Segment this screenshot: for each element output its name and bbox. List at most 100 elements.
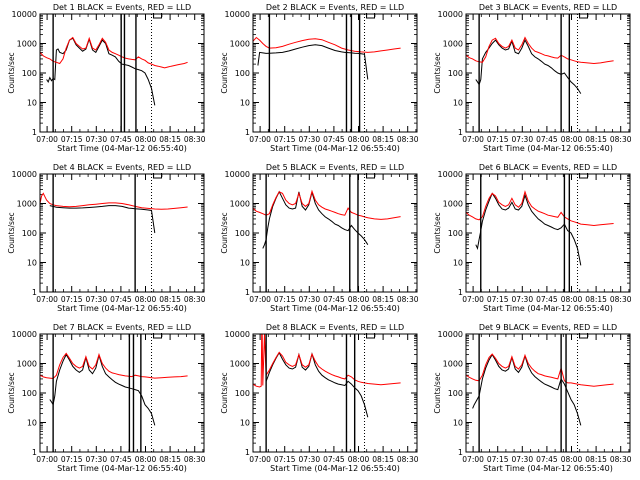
y-tick-label: 10 xyxy=(453,99,463,108)
panel-title: Det 2 BLACK = Events, RED = LLD xyxy=(266,3,404,12)
panel-3: 1 10 100 1000 10000 07:00 07:15 07:30 07:45 08:00… xyxy=(433,3,632,153)
x-tick-label: 08:30 xyxy=(610,295,632,304)
plot-frame xyxy=(252,333,418,453)
panel-title: Det 9 BLACK = Events, RED = LLD xyxy=(479,323,617,332)
x-tick-label: 08:15 xyxy=(585,455,607,464)
y-tick-label: 10 xyxy=(453,419,463,428)
x-axis-label: Start Time (04-Mar-12 06:55:40) xyxy=(270,304,400,313)
x-tick-label: 08:30 xyxy=(397,135,419,144)
x-tick-label: 08:15 xyxy=(159,135,181,144)
series-line-events xyxy=(475,192,582,266)
x-tick-label: 07:30 xyxy=(85,135,107,144)
x-tick-label: 07:00 xyxy=(36,295,58,304)
x-axis-label: Start Time (04-Mar-12 06:55:40) xyxy=(57,304,187,313)
x-tick-label: 07:15 xyxy=(274,455,296,464)
x-tick-label: 07:15 xyxy=(61,455,83,464)
x-tick-label: 07:45 xyxy=(536,455,558,464)
panel-9: 1 10 100 1000 10000 07:00 07:15 07:30 07:45 08:00… xyxy=(433,323,632,473)
x-axis-label: Start Time (04-Mar-12 06:55:40) xyxy=(270,144,400,153)
y-tick-label: 1000 xyxy=(443,40,463,49)
x-tick-label: 08:15 xyxy=(585,135,607,144)
panel-1: 1 10 100 1000 10000 07:00 07:15 07:30 07:45 08:00… xyxy=(7,3,206,153)
plot-frame xyxy=(252,173,418,293)
y-tick-label: 10000 xyxy=(225,330,250,339)
x-axis-label: Start Time (04-Mar-12 06:55:40) xyxy=(483,304,613,313)
x-axis-label: Start Time (04-Mar-12 06:55:40) xyxy=(57,464,187,473)
y-axis-label: Counts/sec xyxy=(220,212,229,253)
plot-frame xyxy=(39,13,205,133)
y-tick-label: 100 xyxy=(235,229,250,238)
x-tick-label: 07:15 xyxy=(61,135,83,144)
y-tick-label: 10000 xyxy=(12,330,37,339)
y-tick-label: 100 xyxy=(22,69,37,78)
x-tick-label: 08:00 xyxy=(348,135,370,144)
state-flag-mark xyxy=(153,333,163,339)
x-tick-label: 07:45 xyxy=(323,135,345,144)
y-axis-label: Counts/sec xyxy=(220,372,229,413)
series-line-lld xyxy=(466,353,614,387)
series-line-events xyxy=(472,353,582,426)
series-group xyxy=(466,190,614,266)
y-tick-label: 1 xyxy=(245,288,250,297)
series-group xyxy=(40,352,188,426)
x-axis-label: Start Time (04-Mar-12 06:55:40) xyxy=(57,144,187,153)
x-tick-label: 07:30 xyxy=(298,135,320,144)
y-axis-label: Counts/sec xyxy=(433,212,442,253)
state-flag-mark xyxy=(366,333,376,339)
state-flag-mark xyxy=(366,173,376,179)
y-tick-label: 10 xyxy=(453,259,463,268)
x-tick-label: 07:30 xyxy=(511,295,533,304)
panel-title: Det 8 BLACK = Events, RED = LLD xyxy=(266,323,404,332)
x-tick-label: 07:45 xyxy=(536,135,558,144)
x-tick-label: 07:15 xyxy=(274,135,296,144)
y-axis-label: Counts/sec xyxy=(7,372,16,413)
plot-frame xyxy=(465,173,631,293)
x-tick-label: 07:00 xyxy=(249,295,271,304)
series-line-lld xyxy=(253,334,401,388)
y-tick-label: 1 xyxy=(458,448,463,457)
x-tick-label: 07:45 xyxy=(110,455,132,464)
x-tick-label: 08:30 xyxy=(610,455,632,464)
x-tick-label: 08:15 xyxy=(372,295,394,304)
x-tick-label: 07:00 xyxy=(249,455,271,464)
x-tick-label: 07:30 xyxy=(298,455,320,464)
series-line-lld xyxy=(466,190,614,227)
x-tick-label: 07:30 xyxy=(511,455,533,464)
panel-title: Det 7 BLACK = Events, RED = LLD xyxy=(53,323,191,332)
y-axis-label: Counts/sec xyxy=(433,52,442,93)
state-flag-mark xyxy=(579,13,589,19)
y-tick-label: 10000 xyxy=(438,10,463,19)
state-flag-mark xyxy=(366,13,376,19)
series-line-lld xyxy=(40,36,188,69)
x-tick-label: 08:00 xyxy=(561,135,583,144)
x-tick-label: 08:00 xyxy=(348,455,370,464)
y-tick-label: 1000 xyxy=(230,200,250,209)
x-tick-label: 08:00 xyxy=(135,135,157,144)
x-tick-label: 07:45 xyxy=(110,295,132,304)
series-group xyxy=(466,353,614,426)
x-tick-label: 08:00 xyxy=(135,455,157,464)
x-tick-label: 08:15 xyxy=(585,295,607,304)
x-tick-label: 07:30 xyxy=(85,295,107,304)
y-tick-label: 100 xyxy=(235,69,250,78)
y-tick-label: 1 xyxy=(32,288,37,297)
state-flag-mark xyxy=(153,13,163,19)
x-tick-label: 08:15 xyxy=(372,135,394,144)
y-axis-label: Counts/sec xyxy=(220,52,229,93)
panel-5: 1 10 100 1000 10000 07:00 07:15 07:30 07:45 08:00… xyxy=(220,163,419,313)
panel-title: Det 6 BLACK = Events, RED = LLD xyxy=(479,163,617,172)
series-line-events xyxy=(265,351,369,418)
x-tick-label: 07:00 xyxy=(462,135,484,144)
x-tick-label: 07:45 xyxy=(110,135,132,144)
series-line-events xyxy=(46,37,156,106)
series-line-lld xyxy=(253,36,401,53)
y-tick-label: 1000 xyxy=(17,360,37,369)
state-flag-mark xyxy=(579,333,589,339)
plot-frame xyxy=(39,173,205,293)
x-tick-label: 08:30 xyxy=(397,295,419,304)
panel-6: 1 10 100 1000 10000 07:00 07:15 07:30 07:45 08:00… xyxy=(433,163,632,313)
x-tick-label: 07:00 xyxy=(462,295,484,304)
y-tick-label: 1 xyxy=(458,288,463,297)
series-group xyxy=(40,36,188,106)
